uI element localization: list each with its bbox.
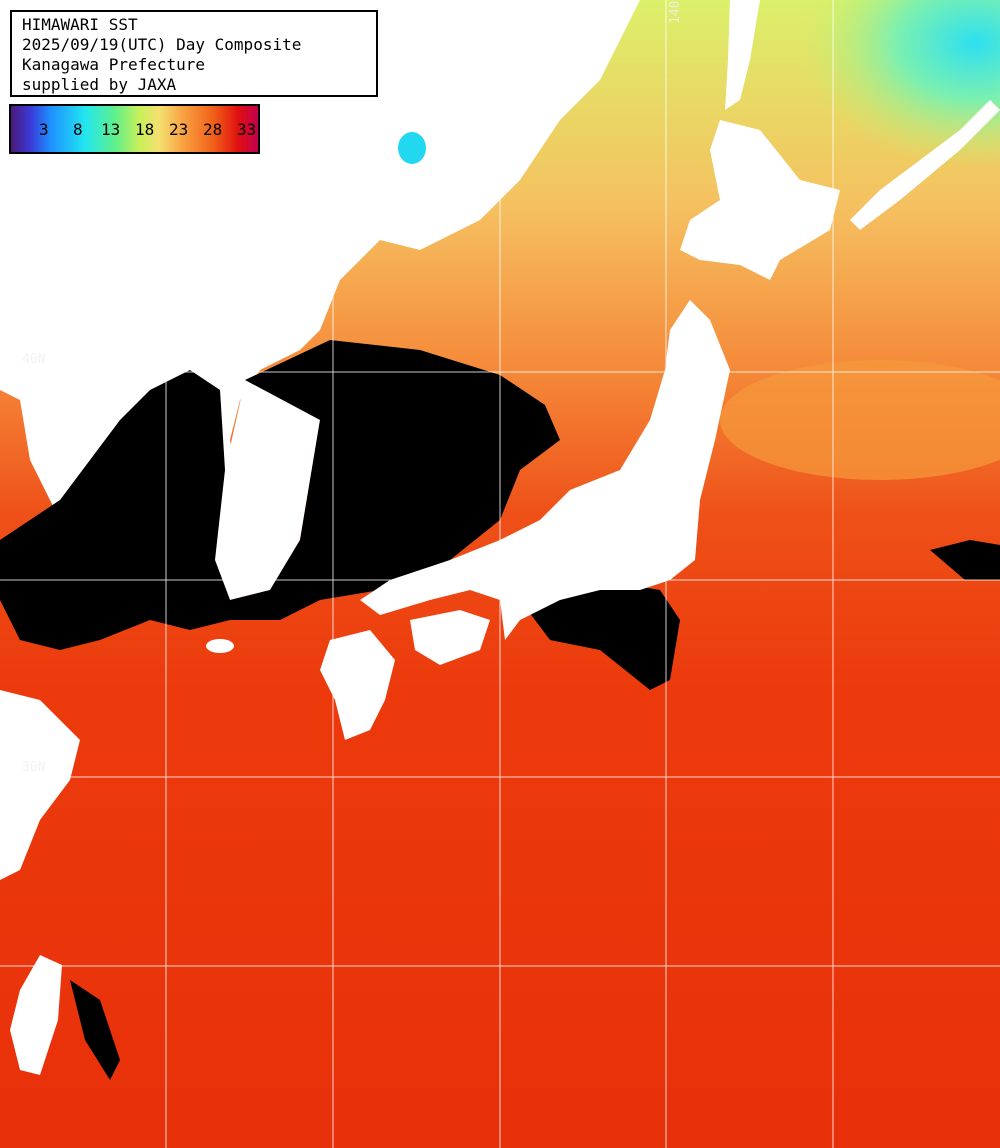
cloud-mass-east — [930, 540, 1000, 580]
legend-tick: 3 — [39, 120, 49, 139]
korean-peninsula — [215, 360, 320, 600]
title-line-date: 2025/09/19(UTC) Day Composite — [22, 35, 302, 54]
title-line-supplier: supplied by JAXA — [22, 75, 177, 94]
hokkaido — [680, 120, 840, 280]
china-coast — [0, 690, 80, 880]
map-title-box: HIMAWARI SST 2025/09/19(UTC) Day Composi… — [10, 10, 378, 97]
kyushu — [320, 630, 395, 740]
legend-tick: 13 — [101, 120, 121, 139]
jeju-island — [206, 639, 234, 653]
lon-label-140e: 140E — [668, 0, 683, 24]
cloud-mass-south — [520, 580, 680, 690]
legend-tick: 28 — [203, 120, 223, 139]
warm-band-north — [720, 360, 1000, 480]
taiwan — [10, 955, 62, 1075]
temperature-colorbar: 3 8 13 18 23 28 33 — [9, 104, 260, 154]
legend-tick: 23 — [169, 120, 189, 139]
lat-label-40n: 40N — [22, 352, 46, 367]
lat-label-30n: 30N — [22, 760, 46, 775]
legend-tick: 18 — [135, 120, 155, 139]
legend-tick: 8 — [73, 120, 83, 139]
cloud-mass-taiwan-east — [70, 980, 120, 1080]
kuril-arc — [850, 100, 1000, 230]
honshu — [360, 300, 730, 640]
sakhalin-kurils — [725, 0, 760, 110]
title-line-region: Kanagawa Prefecture — [22, 55, 206, 74]
shikoku — [410, 610, 490, 665]
legend-tick: 33 — [237, 120, 257, 139]
cold-lake-north — [398, 132, 426, 164]
title-line-product: HIMAWARI SST — [22, 15, 138, 34]
